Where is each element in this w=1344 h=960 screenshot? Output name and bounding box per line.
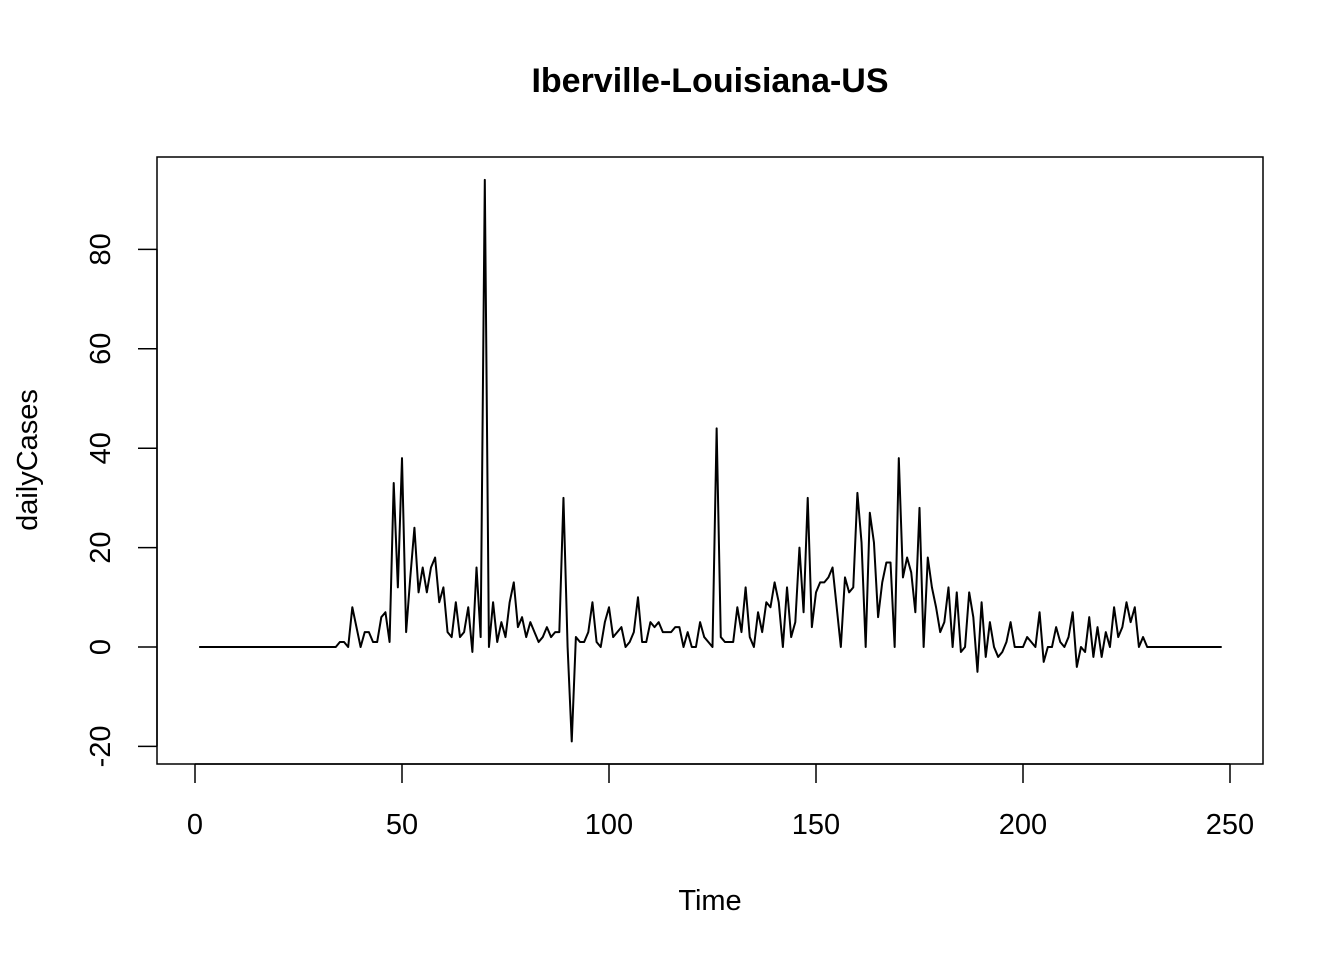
x-axis-label: Time [678, 885, 741, 917]
x-tick-label: 250 [1206, 809, 1254, 841]
y-tick-label: 20 [85, 531, 117, 563]
y-tick-label: 0 [85, 639, 117, 655]
y-tick-label: 60 [85, 333, 117, 365]
y-axis-label: dailyCases [12, 389, 44, 531]
chart-title: Iberville-Louisiana-US [531, 62, 888, 100]
series-layer [199, 178, 1222, 743]
y-axis: -20 0 20 40 60 80 [85, 233, 158, 767]
x-tick-label: 150 [792, 809, 840, 841]
x-tick-label: 100 [585, 809, 633, 841]
y-tick-label: 40 [85, 432, 117, 464]
plot-frame [156, 156, 1264, 765]
x-tick-label: 50 [386, 809, 418, 841]
x-tick-label: 0 [187, 809, 203, 841]
y-tick-label: -20 [85, 725, 117, 767]
series-line-0 [199, 178, 1222, 743]
y-tick-label: 80 [85, 233, 117, 265]
x-tick-label: 200 [999, 809, 1047, 841]
x-axis: 0 50 100 150 200 250 [187, 763, 1254, 841]
